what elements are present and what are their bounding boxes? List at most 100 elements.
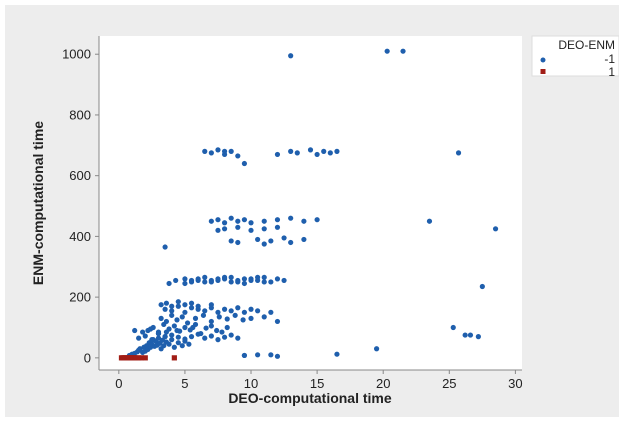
data-point-neg bbox=[328, 150, 333, 155]
data-point-neg bbox=[400, 49, 405, 54]
data-point-neg bbox=[169, 337, 174, 342]
y-tick-label: 1000 bbox=[62, 47, 91, 62]
data-point-neg bbox=[248, 228, 253, 233]
data-point-neg bbox=[275, 152, 280, 157]
y-tick-label: 800 bbox=[69, 107, 91, 122]
data-point-neg bbox=[275, 217, 280, 222]
data-point-neg bbox=[209, 323, 214, 328]
data-point-neg bbox=[189, 301, 194, 306]
data-point-neg bbox=[215, 276, 220, 281]
data-point-neg bbox=[248, 276, 253, 281]
data-point-neg bbox=[190, 325, 195, 330]
data-point-neg bbox=[229, 279, 234, 284]
data-point-neg bbox=[174, 328, 179, 333]
data-point-neg bbox=[288, 216, 293, 221]
data-point-neg bbox=[166, 281, 171, 286]
data-point-neg bbox=[229, 332, 234, 337]
data-point-pos bbox=[172, 355, 177, 360]
data-point-neg bbox=[374, 346, 379, 351]
data-point-neg bbox=[140, 329, 145, 334]
data-point-neg bbox=[229, 238, 234, 243]
data-point-neg bbox=[235, 336, 240, 341]
data-point-neg bbox=[215, 147, 220, 152]
data-point-neg bbox=[162, 244, 167, 249]
y-tick-label: 400 bbox=[69, 229, 91, 244]
data-point-neg bbox=[209, 278, 214, 283]
y-tick-label: 600 bbox=[69, 168, 91, 183]
data-point-neg bbox=[180, 343, 185, 348]
data-point-neg bbox=[240, 317, 245, 322]
data-point-neg bbox=[229, 275, 234, 280]
data-point-neg bbox=[301, 219, 306, 224]
data-point-neg bbox=[214, 328, 219, 333]
data-point-neg bbox=[235, 153, 240, 158]
data-point-neg bbox=[268, 310, 273, 315]
data-point-neg bbox=[321, 149, 326, 154]
data-point-neg bbox=[172, 345, 177, 350]
data-point-neg bbox=[268, 279, 273, 284]
data-point-neg bbox=[262, 241, 267, 246]
data-point-neg bbox=[235, 219, 240, 224]
data-point-neg bbox=[288, 149, 293, 154]
data-point-neg bbox=[242, 310, 247, 315]
data-point-neg bbox=[427, 219, 432, 224]
data-point-neg bbox=[281, 235, 286, 240]
data-point-neg bbox=[334, 149, 339, 154]
x-tick-label: 30 bbox=[508, 376, 522, 391]
data-point-neg bbox=[162, 334, 167, 339]
data-point-neg bbox=[235, 225, 240, 230]
data-point-neg bbox=[162, 307, 167, 312]
data-point-neg bbox=[198, 331, 203, 336]
data-point-neg bbox=[480, 284, 485, 289]
data-point-neg bbox=[174, 317, 179, 322]
legend-title: DEO-ENM bbox=[558, 38, 615, 52]
data-point-neg bbox=[476, 334, 481, 339]
data-point-neg bbox=[451, 325, 456, 330]
data-point-neg bbox=[196, 276, 201, 281]
data-point-neg bbox=[225, 325, 230, 330]
data-point-neg bbox=[202, 336, 207, 341]
x-tick-label: 25 bbox=[442, 376, 456, 391]
data-point-neg bbox=[275, 225, 280, 230]
data-point-neg bbox=[255, 308, 260, 313]
x-axis-ticks: 0 5 10 15 20 25 30 bbox=[115, 370, 522, 391]
data-point-neg bbox=[235, 278, 240, 283]
data-point-neg bbox=[164, 319, 169, 324]
data-point-neg bbox=[255, 352, 260, 357]
data-point-neg bbox=[275, 319, 280, 324]
legend-marker-pos bbox=[541, 69, 546, 74]
data-point-neg bbox=[182, 310, 187, 315]
data-point-neg bbox=[275, 276, 280, 281]
data-point-pos bbox=[143, 355, 148, 360]
data-point-neg bbox=[202, 308, 207, 313]
data-point-neg bbox=[215, 217, 220, 222]
data-point-neg bbox=[185, 320, 190, 325]
data-point-neg bbox=[315, 217, 320, 222]
data-point-neg bbox=[248, 220, 253, 225]
data-point-neg bbox=[189, 334, 194, 339]
data-point-neg bbox=[169, 308, 174, 313]
data-point-neg bbox=[164, 301, 169, 306]
data-point-neg bbox=[242, 353, 247, 358]
data-point-neg bbox=[468, 332, 473, 337]
data-point-neg bbox=[288, 240, 293, 245]
data-point-neg bbox=[255, 278, 260, 283]
legend-marker-neg bbox=[541, 58, 546, 63]
x-tick-label: 20 bbox=[376, 376, 390, 391]
data-point-neg bbox=[182, 276, 187, 281]
chart-figure: 0 5 10 15 20 25 30 0 200 400 600 800 1000 DEO-compu… bbox=[5, 5, 619, 417]
data-point-neg bbox=[248, 316, 253, 321]
data-point-neg bbox=[196, 304, 201, 309]
data-point-neg bbox=[173, 278, 178, 283]
data-point-neg bbox=[136, 336, 141, 341]
x-tick-label: 0 bbox=[115, 376, 122, 391]
data-point-neg bbox=[159, 316, 164, 321]
y-tick-label: 0 bbox=[84, 350, 91, 365]
x-axis-title: DEO-computational time bbox=[228, 390, 392, 406]
data-point-neg bbox=[242, 161, 247, 166]
data-point-neg bbox=[235, 240, 240, 245]
data-point-neg bbox=[235, 305, 240, 310]
x-tick-label: 5 bbox=[181, 376, 188, 391]
data-point-neg bbox=[209, 219, 214, 224]
data-point-neg bbox=[262, 219, 267, 224]
